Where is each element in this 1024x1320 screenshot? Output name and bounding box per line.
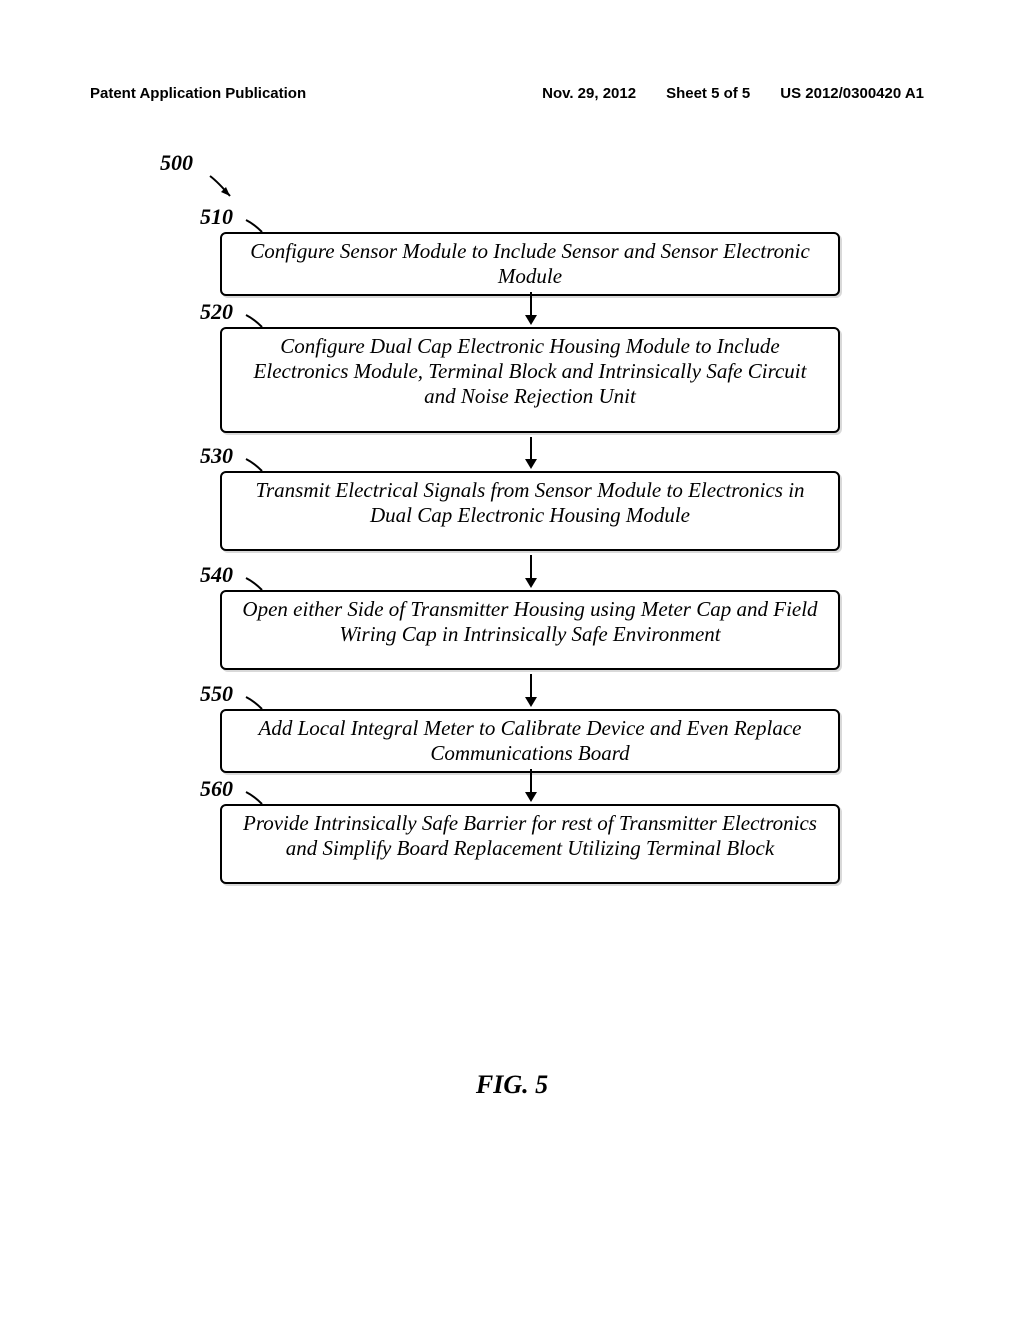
step-540: 540Open either Side of Transmitter Housi…: [140, 590, 840, 670]
ref-label-530: 530: [200, 443, 233, 469]
step-530: 530Transmit Electrical Signals from Sens…: [140, 471, 840, 551]
step-520: 520Configure Dual Cap Electronic Housing…: [140, 327, 840, 433]
ref-label-520: 520: [200, 299, 233, 325]
header-left: Patent Application Publication: [90, 85, 306, 102]
arrow-head-510: [525, 315, 537, 325]
page-header: Patent Application Publication Nov. 29, …: [0, 85, 1024, 102]
step-510: 510Configure Sensor Module to Include Se…: [140, 232, 840, 296]
ref-label-550: 550: [200, 681, 233, 707]
arrow-line-520: [530, 437, 532, 459]
ref-500: 500: [160, 150, 193, 176]
header-sheet: Sheet 5 of 5: [666, 85, 750, 102]
arrow-line-510: [530, 292, 532, 315]
ref-leader-510: [244, 218, 266, 238]
header-right: Nov. 29, 2012 Sheet 5 of 5 US 2012/03004…: [542, 85, 924, 102]
ref-label-560: 560: [200, 776, 233, 802]
step-box-560: Provide Intrinsically Safe Barrier for r…: [220, 804, 840, 884]
arrow-head-520: [525, 459, 537, 469]
arrow-line-530: [530, 555, 532, 578]
ref-leader-550: [244, 695, 266, 715]
header-pubnum: US 2012/0300420 A1: [780, 85, 924, 102]
step-box-510: Configure Sensor Module to Include Senso…: [220, 232, 840, 296]
leader-arrow-500: [208, 174, 238, 204]
ref-leader-530: [244, 457, 266, 477]
figure-label: FIG. 5: [0, 1070, 1024, 1100]
ref-label-540: 540: [200, 562, 233, 588]
arrow-line-550: [530, 769, 532, 792]
step-560: 560Provide Intrinsically Safe Barrier fo…: [140, 804, 840, 884]
header-date: Nov. 29, 2012: [542, 85, 636, 102]
step-box-530: Transmit Electrical Signals from Sensor …: [220, 471, 840, 551]
arrow-head-550: [525, 792, 537, 802]
arrow-head-530: [525, 578, 537, 588]
arrow-line-540: [530, 674, 532, 697]
arrow-head-540: [525, 697, 537, 707]
step-box-550: Add Local Integral Meter to Calibrate De…: [220, 709, 840, 773]
ref-leader-520: [244, 313, 266, 333]
step-box-520: Configure Dual Cap Electronic Housing Mo…: [220, 327, 840, 433]
step-box-540: Open either Side of Transmitter Housing …: [220, 590, 840, 670]
ref-leader-540: [244, 576, 266, 596]
step-550: 550Add Local Integral Meter to Calibrate…: [140, 709, 840, 773]
ref-leader-560: [244, 790, 266, 810]
ref-label-510: 510: [200, 204, 233, 230]
